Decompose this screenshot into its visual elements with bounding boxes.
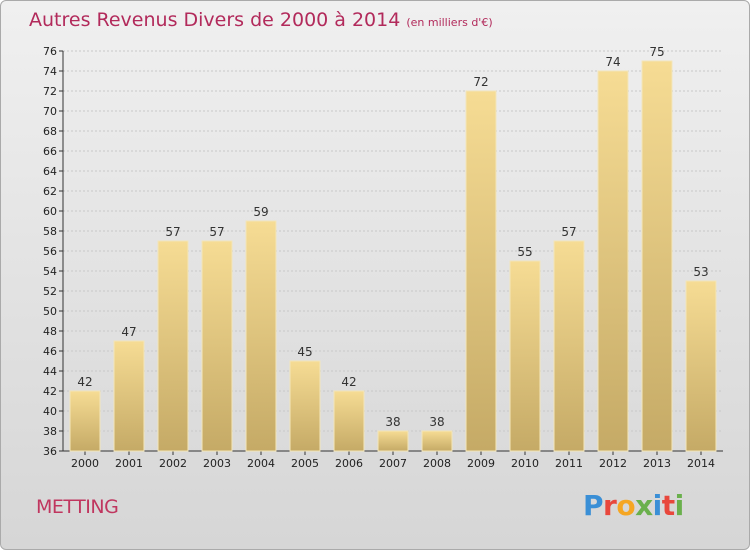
value-label-2006: 42	[341, 375, 356, 389]
y-tick-label: 62	[43, 185, 57, 198]
y-tick-label: 68	[43, 125, 57, 138]
x-tick-label-2002: 2002	[159, 457, 187, 470]
bar-2004	[245, 220, 277, 452]
bar-2010	[509, 260, 541, 452]
chart-title-block: Autres Revenus Divers de 2000 à 2014 (en …	[29, 9, 493, 31]
y-tick-label: 66	[43, 145, 57, 158]
y-tick-label: 42	[43, 385, 57, 398]
bar-2000	[69, 390, 101, 452]
y-tick-label: 58	[43, 225, 57, 238]
logo-letter: i	[674, 489, 685, 522]
y-tick-label: 52	[43, 285, 57, 298]
bar-2005	[289, 360, 321, 452]
y-tick-label: 64	[43, 165, 57, 178]
y-tick-label: 38	[43, 425, 57, 438]
bar-2001	[113, 340, 145, 452]
bar-2003	[201, 240, 233, 452]
value-label-2005: 45	[297, 345, 312, 359]
bar-2011	[553, 240, 585, 452]
logo-letter: i	[652, 489, 663, 522]
proxiti-logo: Proxiti	[583, 489, 684, 522]
value-label-2001: 47	[121, 325, 136, 339]
y-tick-label: 50	[43, 305, 57, 318]
value-label-2008: 38	[429, 415, 444, 429]
y-tick-label: 36	[43, 445, 57, 458]
chart-unit: (en milliers d'€)	[406, 16, 493, 29]
chart-title: Autres Revenus Divers de 2000 à 2014	[29, 9, 401, 31]
bar-2009	[465, 90, 497, 452]
x-tick-label-2014: 2014	[687, 457, 715, 470]
value-label-2007: 38	[385, 415, 400, 429]
y-tick-label: 60	[43, 205, 57, 218]
y-tick-label: 54	[43, 265, 57, 278]
bars	[69, 60, 717, 452]
y-tick-label: 40	[43, 405, 57, 418]
bar-2008	[421, 430, 453, 452]
x-tick-label-2001: 2001	[115, 457, 143, 470]
x-tick-label-2011: 2011	[555, 457, 583, 470]
value-label-2014: 53	[693, 265, 708, 279]
logo-letter: t	[661, 489, 675, 522]
value-label-2000: 42	[77, 375, 92, 389]
location-name: METTING	[36, 496, 119, 518]
logo-letter: P	[583, 489, 604, 522]
x-tick-label-2010: 2010	[511, 457, 539, 470]
bar-2013	[641, 60, 673, 452]
y-tick-label: 70	[43, 105, 57, 118]
x-tick-label-2006: 2006	[335, 457, 363, 470]
y-tick-label: 48	[43, 325, 57, 338]
x-tick-label-2013: 2013	[643, 457, 671, 470]
bar-2002	[157, 240, 189, 452]
labels: 36 38 40 42 44 46 48 50 52 54 56 58 60 62 64 66 68 70 72 74…	[43, 45, 715, 470]
y-tick-label: 72	[43, 85, 57, 98]
value-label-2009: 72	[473, 75, 488, 89]
y-tick-label: 56	[43, 245, 57, 258]
bar-2007	[377, 430, 409, 452]
x-tick-label-2003: 2003	[203, 457, 231, 470]
value-label-2003: 57	[209, 225, 224, 239]
logo-letter: o	[616, 489, 636, 522]
x-tick-label-2007: 2007	[379, 457, 407, 470]
y-tick-label: 46	[43, 345, 57, 358]
bar-2006	[333, 390, 365, 452]
logo-letter: r	[603, 489, 617, 522]
y-tick-label: 44	[43, 365, 57, 378]
value-label-2013: 75	[649, 45, 664, 59]
value-label-2010: 55	[517, 245, 532, 259]
logo-letter: x	[635, 489, 653, 522]
value-label-2004: 59	[253, 205, 268, 219]
value-label-2012: 74	[605, 55, 620, 69]
y-tick-label: 74	[43, 65, 57, 78]
value-label-2002: 57	[165, 225, 180, 239]
x-tick-label-2012: 2012	[599, 457, 627, 470]
x-tick-label-2009: 2009	[467, 457, 495, 470]
x-tick-label-2004: 2004	[247, 457, 275, 470]
x-tick-label-2000: 2000	[71, 457, 99, 470]
x-tick-label-2008: 2008	[423, 457, 451, 470]
bar-2012	[597, 70, 629, 452]
bar-2014	[685, 280, 717, 452]
x-tick-label-2005: 2005	[291, 457, 319, 470]
value-label-2011: 57	[561, 225, 576, 239]
y-tick-label: 76	[43, 45, 57, 58]
